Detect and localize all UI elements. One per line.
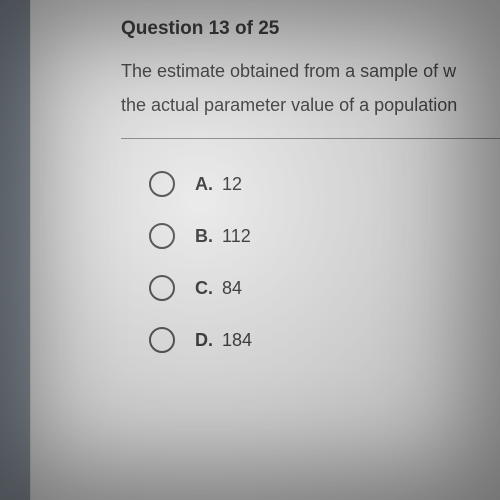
option-c[interactable]: C. 84 bbox=[149, 275, 500, 301]
option-letter: D. bbox=[195, 330, 213, 350]
option-label: C. 84 bbox=[195, 278, 242, 299]
option-a[interactable]: A. 12 bbox=[149, 171, 500, 197]
option-b[interactable]: B. 112 bbox=[149, 223, 500, 249]
option-value: 84 bbox=[222, 278, 242, 298]
question-number-header: Question 13 of 25 bbox=[121, 18, 500, 40]
quiz-panel: Question 13 of 25 The estimate obtained … bbox=[30, 0, 500, 500]
option-value: 12 bbox=[222, 174, 242, 194]
option-label: A. 12 bbox=[195, 174, 242, 195]
radio-icon bbox=[149, 171, 175, 197]
option-d[interactable]: D. 184 bbox=[149, 327, 500, 353]
option-value: 184 bbox=[222, 330, 252, 350]
radio-icon bbox=[149, 327, 175, 353]
option-label: B. 112 bbox=[195, 226, 251, 247]
question-divider bbox=[121, 138, 500, 139]
question-text-line-2: the actual parameter value of a populati… bbox=[121, 92, 500, 118]
option-label: D. 184 bbox=[195, 330, 252, 351]
question-text-line-1: The estimate obtained from a sample of w bbox=[121, 58, 500, 84]
option-letter: C. bbox=[195, 278, 213, 298]
options-group: A. 12 B. 112 C. 84 D. 184 bbox=[149, 171, 500, 353]
radio-icon bbox=[149, 275, 175, 301]
option-letter: B. bbox=[195, 226, 213, 246]
radio-icon bbox=[149, 223, 175, 249]
option-letter: A. bbox=[195, 174, 213, 194]
option-value: 112 bbox=[222, 226, 251, 246]
